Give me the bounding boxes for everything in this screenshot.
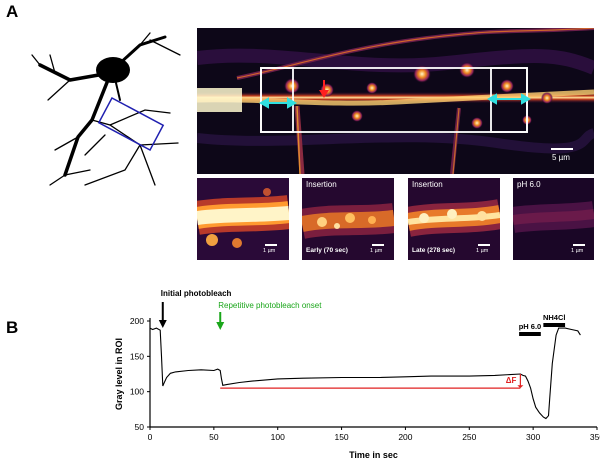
tile-3-scale-bar (478, 244, 490, 246)
x-tick-label: 0 (148, 432, 153, 442)
main-scale-label: 5 µm (552, 153, 570, 162)
x-tick-label: 200 (398, 432, 412, 442)
neuron-schematic (31, 32, 181, 186)
main-micrograph: 5 µm (197, 28, 594, 174)
tile-late: Insertion Late (278 sec) 1 µm (408, 178, 500, 260)
repetitive-photobleach-label: Repetitive photobleach onset (218, 301, 322, 310)
initial-photobleach-arrowhead (158, 320, 167, 328)
roi-box (97, 97, 165, 151)
x-tick-label: 150 (334, 432, 348, 442)
ph6-label: pH 6.0 (519, 322, 542, 331)
tile-3-caption: Late (278 sec) (412, 247, 455, 254)
nh4cl-label: NH4Cl (543, 313, 566, 322)
panel-a-label: A (6, 2, 19, 21)
tile-2-label: Insertion (306, 180, 337, 189)
tile-1-scale-label: 1 µm (263, 248, 276, 254)
main-scale-bar (551, 148, 573, 150)
y-tick-label: 50 (135, 422, 145, 432)
series-line (149, 327, 581, 420)
delta-f-label: ΔF (506, 376, 517, 385)
x-tick-label: 300 (526, 432, 540, 442)
y-tick-label: 100 (130, 387, 144, 397)
tile-3-scale-label: 1 µm (476, 248, 489, 254)
delta-f-arrowhead (517, 385, 524, 389)
tile-4-scale-bar (573, 244, 585, 246)
x-tick-label: 250 (462, 432, 476, 442)
gray-level-chart: 05010015020025030035050100150200 Initial… (114, 289, 600, 460)
x-tick-label: 350 (590, 432, 600, 442)
tile-ph6: pH 6.0 1 µm (513, 178, 594, 260)
tile-3-label: Insertion (412, 180, 443, 189)
nh4cl-bar (543, 323, 566, 327)
x-tick-label: 100 (271, 432, 285, 442)
tile-2-caption: Early (70 sec) (306, 247, 348, 254)
y-tick-label: 150 (130, 351, 144, 361)
tile-1-scale-bar (265, 244, 277, 246)
tile-2-scale-bar (372, 244, 384, 246)
initial-photobleach-label: Initial photobleach (161, 289, 232, 298)
panel-b-label: B (6, 318, 19, 337)
tile-4-scale-label: 1 µm (571, 248, 584, 254)
tile-2-scale-label: 1 µm (370, 248, 383, 254)
tile-4-label: pH 6.0 (517, 180, 541, 189)
neuron-soma (96, 57, 130, 83)
x-tick-label: 50 (209, 432, 219, 442)
tile-early: Insertion Early (70 sec) 1 µm (302, 178, 394, 260)
y-axis-label: Gray level in ROI (114, 338, 124, 410)
x-axis-label: Time in sec (349, 450, 398, 460)
tile-baseline: 1 µm (197, 178, 289, 260)
ph6-bar (519, 332, 541, 336)
repetitive-photobleach-arrowhead (216, 322, 225, 330)
y-tick-label: 200 (130, 316, 144, 326)
